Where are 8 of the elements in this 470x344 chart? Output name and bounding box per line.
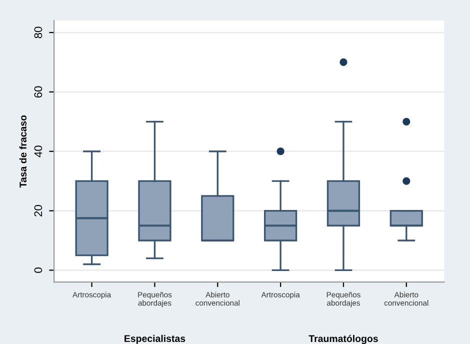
y-tick-label: 20 bbox=[34, 205, 42, 216]
y-axis-title: Tasa de fracaso bbox=[19, 115, 26, 188]
y-tick-label: 40 bbox=[34, 146, 42, 158]
y-tick-label: 0 bbox=[34, 268, 42, 273]
text: Especialistas bbox=[124, 334, 186, 344]
y-tick-label: 80 bbox=[34, 26, 42, 38]
y-tick-label: 60 bbox=[34, 86, 42, 98]
text: Traumatólogos bbox=[308, 334, 378, 344]
